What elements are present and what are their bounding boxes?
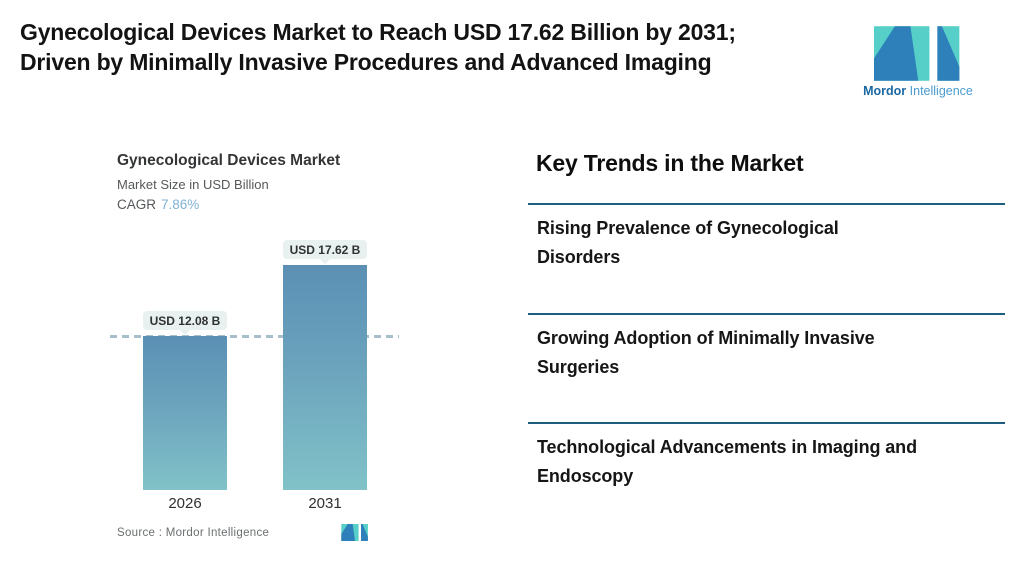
trend-item-3: Technological Advancements in Imaging an…: [537, 437, 917, 486]
value-callout-2026: USD 12.08 B: [143, 311, 227, 330]
trend-divider-2: [528, 313, 1005, 315]
trend-item-2: Growing Adoption of Minimally Invasive S…: [537, 328, 875, 377]
value-callout-2031: USD 17.62 B: [283, 240, 367, 259]
trend-divider-3: [528, 422, 1005, 424]
trend-divider-1: [528, 203, 1005, 205]
brand-wordmark-bold: Mordor: [863, 84, 907, 98]
cagr-label: CAGR: [117, 197, 157, 212]
x-axis-label-2031: 2031: [308, 495, 342, 512]
x-axis-label-2026: 2026: [168, 495, 202, 512]
page-title-line2: Driven by Minimally Invasive Procedures …: [20, 49, 712, 75]
brand-wordmark: Mordor Intelligence: [858, 84, 978, 98]
source-label: Source : Mordor Intelligence: [117, 527, 270, 539]
chart-subtitle: Market Size in USD Billion: [117, 177, 269, 192]
cagr-value: 7.86%: [161, 197, 200, 212]
page-title-line1: Gynecological Devices Market to Reach US…: [20, 19, 736, 45]
bar-2031: [283, 265, 367, 490]
reference-dashed-line: [110, 335, 399, 338]
bar-2026: [143, 336, 227, 490]
brand-block: Mordor Intelligence: [858, 26, 978, 98]
cagr-row: CAGR 7.86%: [117, 197, 199, 212]
brand-wordmark-light: Intelligence: [909, 84, 973, 98]
mordor-intelligence-mini-logo-icon: [341, 524, 368, 541]
trends-heading: Key Trends in the Market: [536, 150, 804, 176]
chart-title: Gynecological Devices Market: [117, 152, 341, 169]
page-title: Gynecological Devices Market to Reach US…: [20, 17, 850, 77]
mordor-intelligence-logo-icon: [874, 26, 960, 81]
trend-item-1: Rising Prevalence of Gynecological Disor…: [537, 218, 839, 267]
